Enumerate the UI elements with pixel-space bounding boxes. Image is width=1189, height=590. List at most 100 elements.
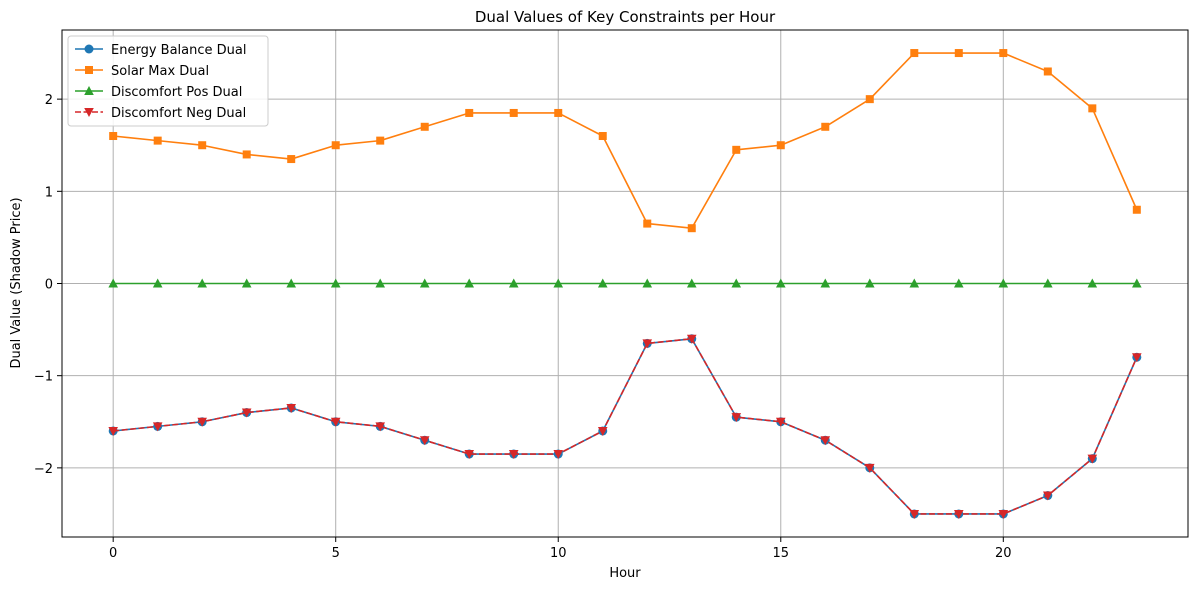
legend-label: Solar Max Dual (111, 64, 209, 79)
data-point (998, 509, 1009, 519)
plot-frame (61, 29, 1189, 538)
data-point (775, 417, 786, 427)
data-point (465, 108, 474, 117)
data-point (999, 49, 1008, 58)
data-point (687, 224, 696, 233)
legend: Energy Balance Dual Solar Max Dual Discomf… (67, 35, 269, 127)
series-discomfort-pos-dual (108, 278, 1142, 288)
data-point (419, 436, 430, 446)
data-point (1088, 104, 1097, 113)
data-point (554, 108, 563, 117)
y-tick-label: 1 (45, 185, 53, 200)
data-point (241, 408, 252, 418)
chart-title: Dual Values of Key Constraints per Hour (475, 8, 776, 26)
data-point (686, 334, 697, 344)
data-point (597, 426, 608, 436)
series-group (108, 49, 1142, 519)
legend-marker (84, 108, 94, 117)
data-point (197, 417, 207, 427)
data-point (1087, 278, 1098, 288)
data-point (286, 403, 297, 413)
data-point (954, 49, 963, 58)
data-point (464, 278, 475, 288)
data-point (686, 278, 697, 288)
data-point (197, 278, 207, 288)
legend-entry: Solar Max Dual (75, 64, 209, 79)
data-point (598, 132, 607, 141)
data-point (865, 95, 874, 104)
data-point (909, 278, 920, 288)
y-tick-label: 2 (45, 93, 53, 108)
x-tick-label: 0 (109, 546, 117, 561)
series-line (113, 338, 1138, 515)
data-point (643, 219, 652, 228)
y-tick-label: −1 (34, 370, 53, 385)
x-tick-label: 5 (332, 546, 340, 561)
data-point (553, 278, 564, 288)
data-point (864, 463, 875, 473)
data-point (821, 122, 830, 131)
data-point (198, 141, 207, 150)
y-tick-label: 0 (45, 278, 53, 293)
x-tick-label: 15 (772, 546, 789, 561)
legend-marker (84, 86, 94, 95)
data-point (508, 450, 519, 460)
data-point (776, 141, 785, 150)
x-axis-title: Hour (609, 566, 641, 581)
data-point (419, 278, 430, 288)
data-point (330, 278, 341, 288)
data-point (242, 150, 251, 159)
data-point (108, 278, 118, 288)
axis-ticks: 0 5 10 15 20 −2 −1 0 1 2 (34, 93, 1012, 561)
data-point (642, 339, 653, 349)
legend-entry: Discomfort Pos Dual (75, 85, 242, 100)
legend-marker (85, 66, 93, 74)
legend-label: Discomfort Pos Dual (111, 85, 242, 100)
series-line (113, 52, 1138, 229)
data-point (241, 278, 252, 288)
data-point (509, 108, 518, 117)
data-point (1132, 205, 1141, 214)
data-point (1087, 454, 1098, 464)
y-axis-title: Dual Value (Shadow Price) (9, 197, 24, 368)
series-solar-max-dual (109, 49, 1141, 233)
data-point (775, 278, 786, 288)
data-point (998, 278, 1009, 288)
data-point (108, 426, 118, 436)
data-point (420, 122, 429, 131)
data-point (910, 49, 919, 58)
data-point (953, 509, 964, 519)
legend-box (67, 35, 269, 127)
data-point (642, 278, 653, 288)
legend-label: Energy Balance Dual (111, 43, 246, 58)
data-point (864, 278, 875, 288)
data-point (109, 132, 118, 141)
legend-entry: Energy Balance Dual (75, 43, 246, 58)
series-discomfort-neg-dual (108, 334, 1142, 519)
data-point (1043, 491, 1053, 501)
data-point (376, 136, 385, 145)
data-point (286, 278, 297, 288)
data-point (1132, 278, 1142, 288)
data-point (909, 509, 920, 519)
data-point (375, 278, 386, 288)
legend-label: Discomfort Neg Dual (111, 106, 246, 121)
data-point (330, 417, 341, 427)
y-tick-label: −2 (34, 462, 53, 477)
data-point (820, 436, 831, 446)
data-point (508, 278, 519, 288)
data-point (1132, 353, 1142, 363)
legend-marker (84, 44, 94, 54)
x-tick-label: 10 (550, 546, 567, 561)
data-point (464, 450, 475, 460)
data-point (953, 278, 964, 288)
data-point (731, 413, 742, 423)
data-point (287, 155, 296, 164)
data-point (1043, 278, 1053, 288)
data-point (820, 278, 831, 288)
data-point (375, 422, 386, 432)
legend-entry: Discomfort Neg Dual (75, 106, 246, 121)
data-point (553, 450, 564, 460)
